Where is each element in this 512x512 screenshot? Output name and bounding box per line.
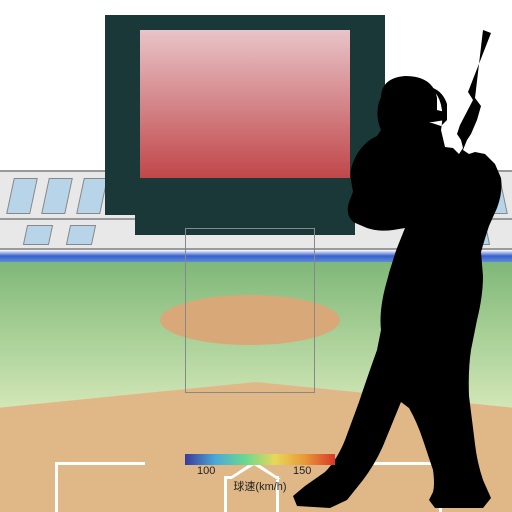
pitch-location-scene: 100 150 球速(km/h) xyxy=(0,0,512,512)
batters-box-left xyxy=(55,462,145,512)
velocity-gradient-bar xyxy=(185,454,335,465)
velocity-tick: 150 xyxy=(293,465,311,477)
stadium-window xyxy=(66,225,96,245)
velocity-tick: 100 xyxy=(197,465,215,477)
stadium-window xyxy=(23,225,53,245)
batter-silhouette xyxy=(285,30,512,510)
velocity-ticks: 100 150 xyxy=(175,465,345,479)
velocity-axis-label: 球速(km/h) xyxy=(175,478,345,494)
velocity-legend: 100 150 球速(km/h) xyxy=(175,454,345,494)
